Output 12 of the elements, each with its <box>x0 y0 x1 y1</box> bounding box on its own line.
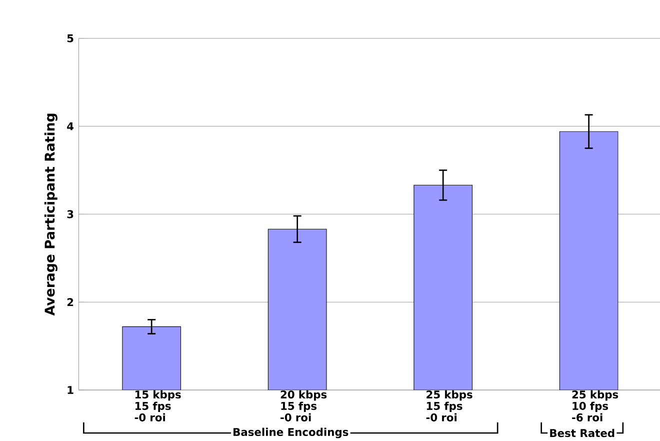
y-tick-label: 3 <box>67 210 74 218</box>
y-tick-label: 2 <box>67 298 74 306</box>
text: Best Rated <box>550 428 614 438</box>
y-tick-label: 5 <box>67 34 74 42</box>
y-tick-label: 1 <box>68 386 74 394</box>
x-tick-label: 25 kbps 10 fps -6 roi <box>572 390 618 422</box>
y-axis-title: Average Participant Rating <box>44 114 58 316</box>
x-tick-label: 20 kbps 15 fps -0 roi <box>280 390 327 422</box>
x-tick-label: 15 kbps 15 fps -0 roi <box>134 390 181 422</box>
x-tick-label: 25 kbps 15 fps -0 roi <box>426 390 472 422</box>
text: Baseline Encodings <box>234 428 348 438</box>
y-tick-label: 4 <box>67 122 74 130</box>
